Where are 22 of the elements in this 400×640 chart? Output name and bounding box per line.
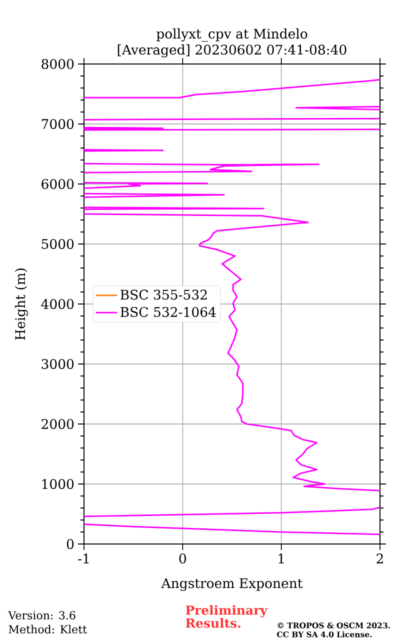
- y-tick-label: 6000: [42, 178, 74, 189]
- x-tick-label: -1: [78, 554, 89, 564]
- y-tick-label: 0: [66, 538, 74, 550]
- y-tick-label: 1000: [42, 478, 74, 490]
- x-tick-label: 0: [179, 554, 186, 564]
- y-tick-label: 5000: [42, 238, 74, 249]
- text: Preliminary Results.: [186, 605, 268, 628]
- y-tick-label: 8000: [42, 58, 74, 69]
- text: Method: Klett: [8, 624, 87, 634]
- x-axis-title: Angstroem Exponent: [161, 578, 303, 591]
- y-axis-title: Height (m): [14, 268, 28, 340]
- x-tick-label: 2: [376, 554, 383, 564]
- y-tick-label: 7000: [42, 118, 74, 129]
- x-tick-label: 1: [278, 554, 284, 564]
- y-tick-label: 3000: [42, 358, 74, 370]
- chart-subtitle: [Averaged] 20230602 07:41-08:40: [118, 44, 346, 58]
- legend-label: BSC 355-532: [120, 290, 207, 300]
- y-tick-label: 4000: [41, 298, 74, 310]
- text: Version: 3.6: [8, 611, 76, 620]
- y-tick-label: 2000: [42, 418, 74, 430]
- chart-title: pollyxt_cpv at Mindelo: [156, 28, 308, 42]
- legend-label: BSC 532-1064: [120, 306, 216, 318]
